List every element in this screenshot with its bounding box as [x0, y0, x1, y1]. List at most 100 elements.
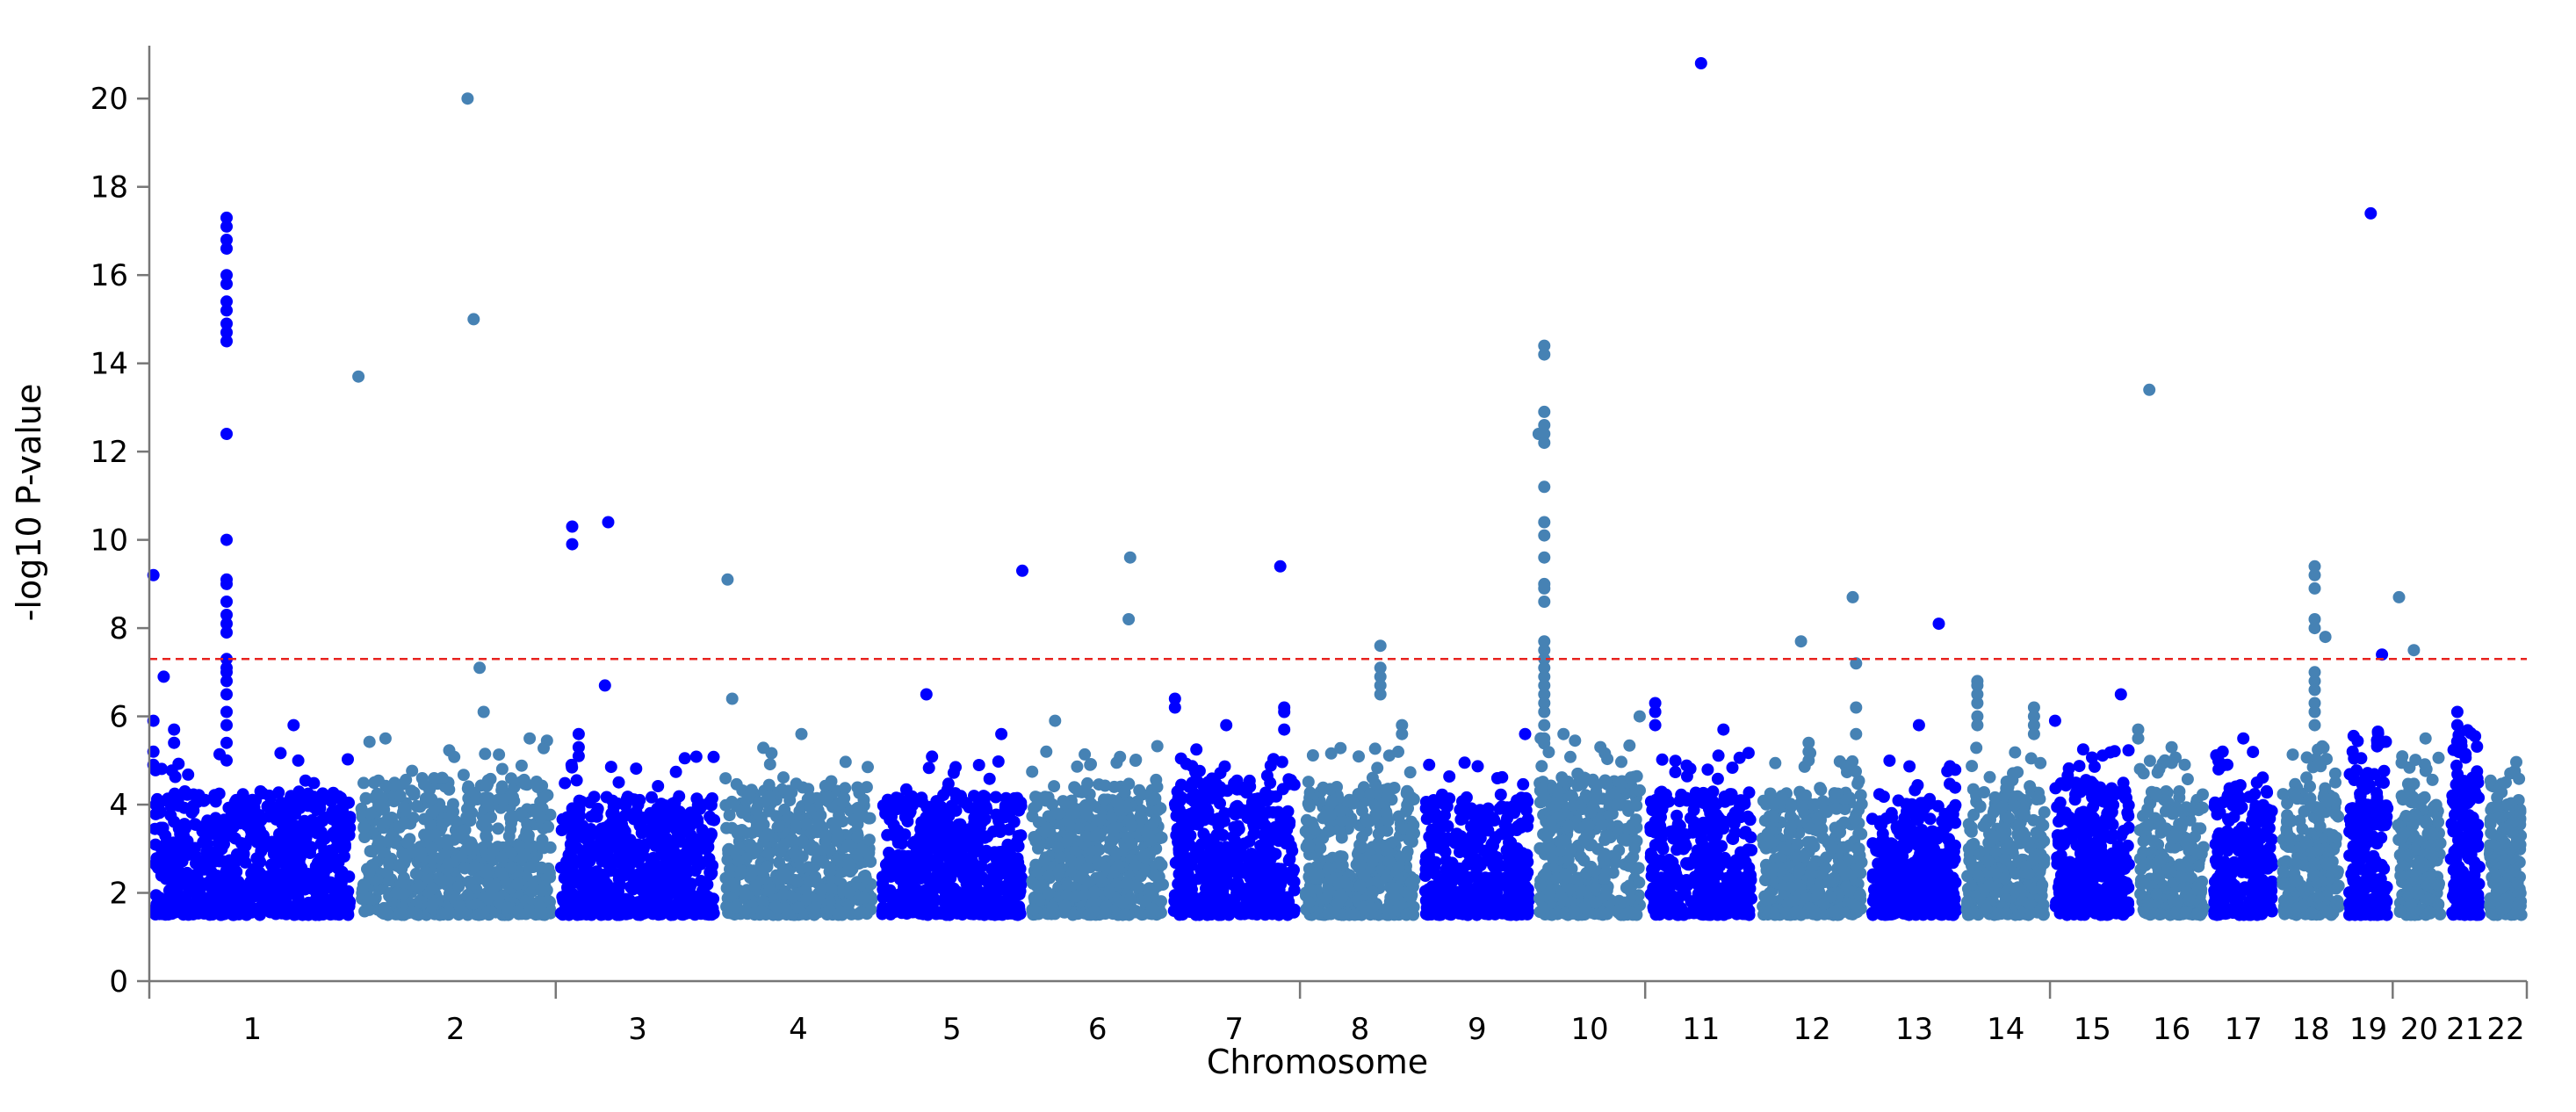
snp-point: [1302, 798, 1316, 812]
snp-point: [607, 806, 620, 820]
snp-point: [393, 859, 406, 872]
snp-point: [777, 888, 790, 901]
snp-point: [1223, 905, 1236, 918]
snp-point: [149, 889, 162, 902]
snp-point: [815, 884, 828, 896]
snp-point: [517, 848, 530, 861]
snp-point: [732, 854, 745, 867]
snp-point: [705, 812, 718, 826]
snp-point: [558, 893, 571, 906]
snp-point: [274, 889, 287, 902]
snp-point: [1454, 813, 1468, 826]
snp-point: [198, 824, 211, 837]
snp-point: [1121, 877, 1134, 890]
snp-point: [730, 777, 743, 791]
snp-point: [1012, 840, 1025, 853]
snp-point: [631, 896, 645, 909]
snp-point: [1302, 776, 1315, 789]
snp-point: [1062, 814, 1075, 827]
snp-point: [1002, 889, 1015, 902]
snp-point: [974, 886, 987, 899]
snp-point: [1261, 838, 1274, 851]
snp-point: [176, 828, 189, 841]
snp-point: [458, 862, 472, 875]
snp-point: [156, 821, 170, 834]
snp-point: [591, 873, 604, 886]
snp-point: [960, 835, 973, 848]
snp-point: [669, 765, 682, 778]
snp-point: [778, 803, 791, 816]
snp-point: [989, 867, 1002, 880]
snp-point: [1075, 870, 1087, 884]
snp-point: [1140, 827, 1153, 839]
snp-point: [227, 908, 240, 921]
snp-point: [1134, 810, 1147, 823]
snp-point: [364, 845, 377, 858]
snp-point: [1344, 816, 1357, 829]
snp-point: [1114, 750, 1127, 763]
snp-point: [397, 888, 410, 901]
snp-point: [1177, 881, 1190, 894]
snp-point: [1366, 771, 1379, 784]
snp-point: [1026, 765, 1039, 778]
snp-point: [1403, 834, 1416, 847]
snp-point: [1243, 835, 1256, 848]
snp-point: [1197, 855, 1210, 868]
snp-point: [1403, 766, 1417, 779]
snp-point: [342, 885, 355, 898]
snp-point: [1243, 774, 1256, 787]
snp-point: [508, 810, 521, 823]
snp-point: [1139, 895, 1152, 908]
snp-point: [1113, 804, 1126, 816]
snp-point: [899, 783, 913, 796]
snp-point: [307, 800, 320, 813]
snp-point: [534, 900, 547, 913]
snp-point: [1093, 871, 1107, 885]
snp-point: [249, 903, 262, 916]
snp-point: [855, 906, 868, 919]
snp-point: [495, 780, 509, 793]
snp-point: [646, 791, 658, 804]
snp-point: [401, 836, 415, 849]
snp-point: [1286, 874, 1299, 887]
snp-point: [1032, 791, 1044, 805]
snp-point: [761, 860, 774, 873]
snp-point: [674, 851, 687, 863]
snp-point: [409, 867, 422, 880]
snp-point: [329, 832, 343, 845]
snp-point: [172, 891, 185, 904]
snp-point: [994, 850, 1007, 863]
snp-point: [1180, 903, 1193, 916]
snp-point: [790, 777, 803, 791]
snp-point: [1103, 885, 1116, 899]
snp-point: [1048, 780, 1061, 793]
snp-point: [480, 829, 493, 842]
snp-point: [1353, 750, 1365, 763]
snp-point: [972, 759, 985, 771]
snp-point: [1051, 807, 1064, 820]
snp-point: [1368, 742, 1382, 755]
snp-point: [359, 791, 372, 805]
snp-point: [951, 904, 963, 917]
snp-point: [556, 908, 569, 921]
snp-point: [426, 899, 439, 912]
snp-point: [334, 803, 347, 816]
snp-point: [1212, 812, 1225, 825]
snp-point: [1006, 851, 1019, 864]
snp-point: [1220, 841, 1233, 854]
snp-point: [378, 901, 391, 914]
snp-point: [927, 895, 941, 908]
snp-point: [678, 752, 691, 765]
snp-point: [906, 906, 919, 919]
snp-point: [1129, 859, 1142, 871]
snp-point: [460, 812, 473, 825]
snp-point: [158, 843, 171, 856]
snp-point: [1119, 908, 1131, 921]
snp-point: [253, 870, 266, 883]
snp-point: [493, 748, 506, 762]
snp-point: [1325, 795, 1339, 808]
snp-point: [825, 775, 838, 788]
snp-point: [1252, 868, 1265, 881]
snp-point: [250, 835, 263, 848]
snp-point: [1109, 846, 1122, 859]
